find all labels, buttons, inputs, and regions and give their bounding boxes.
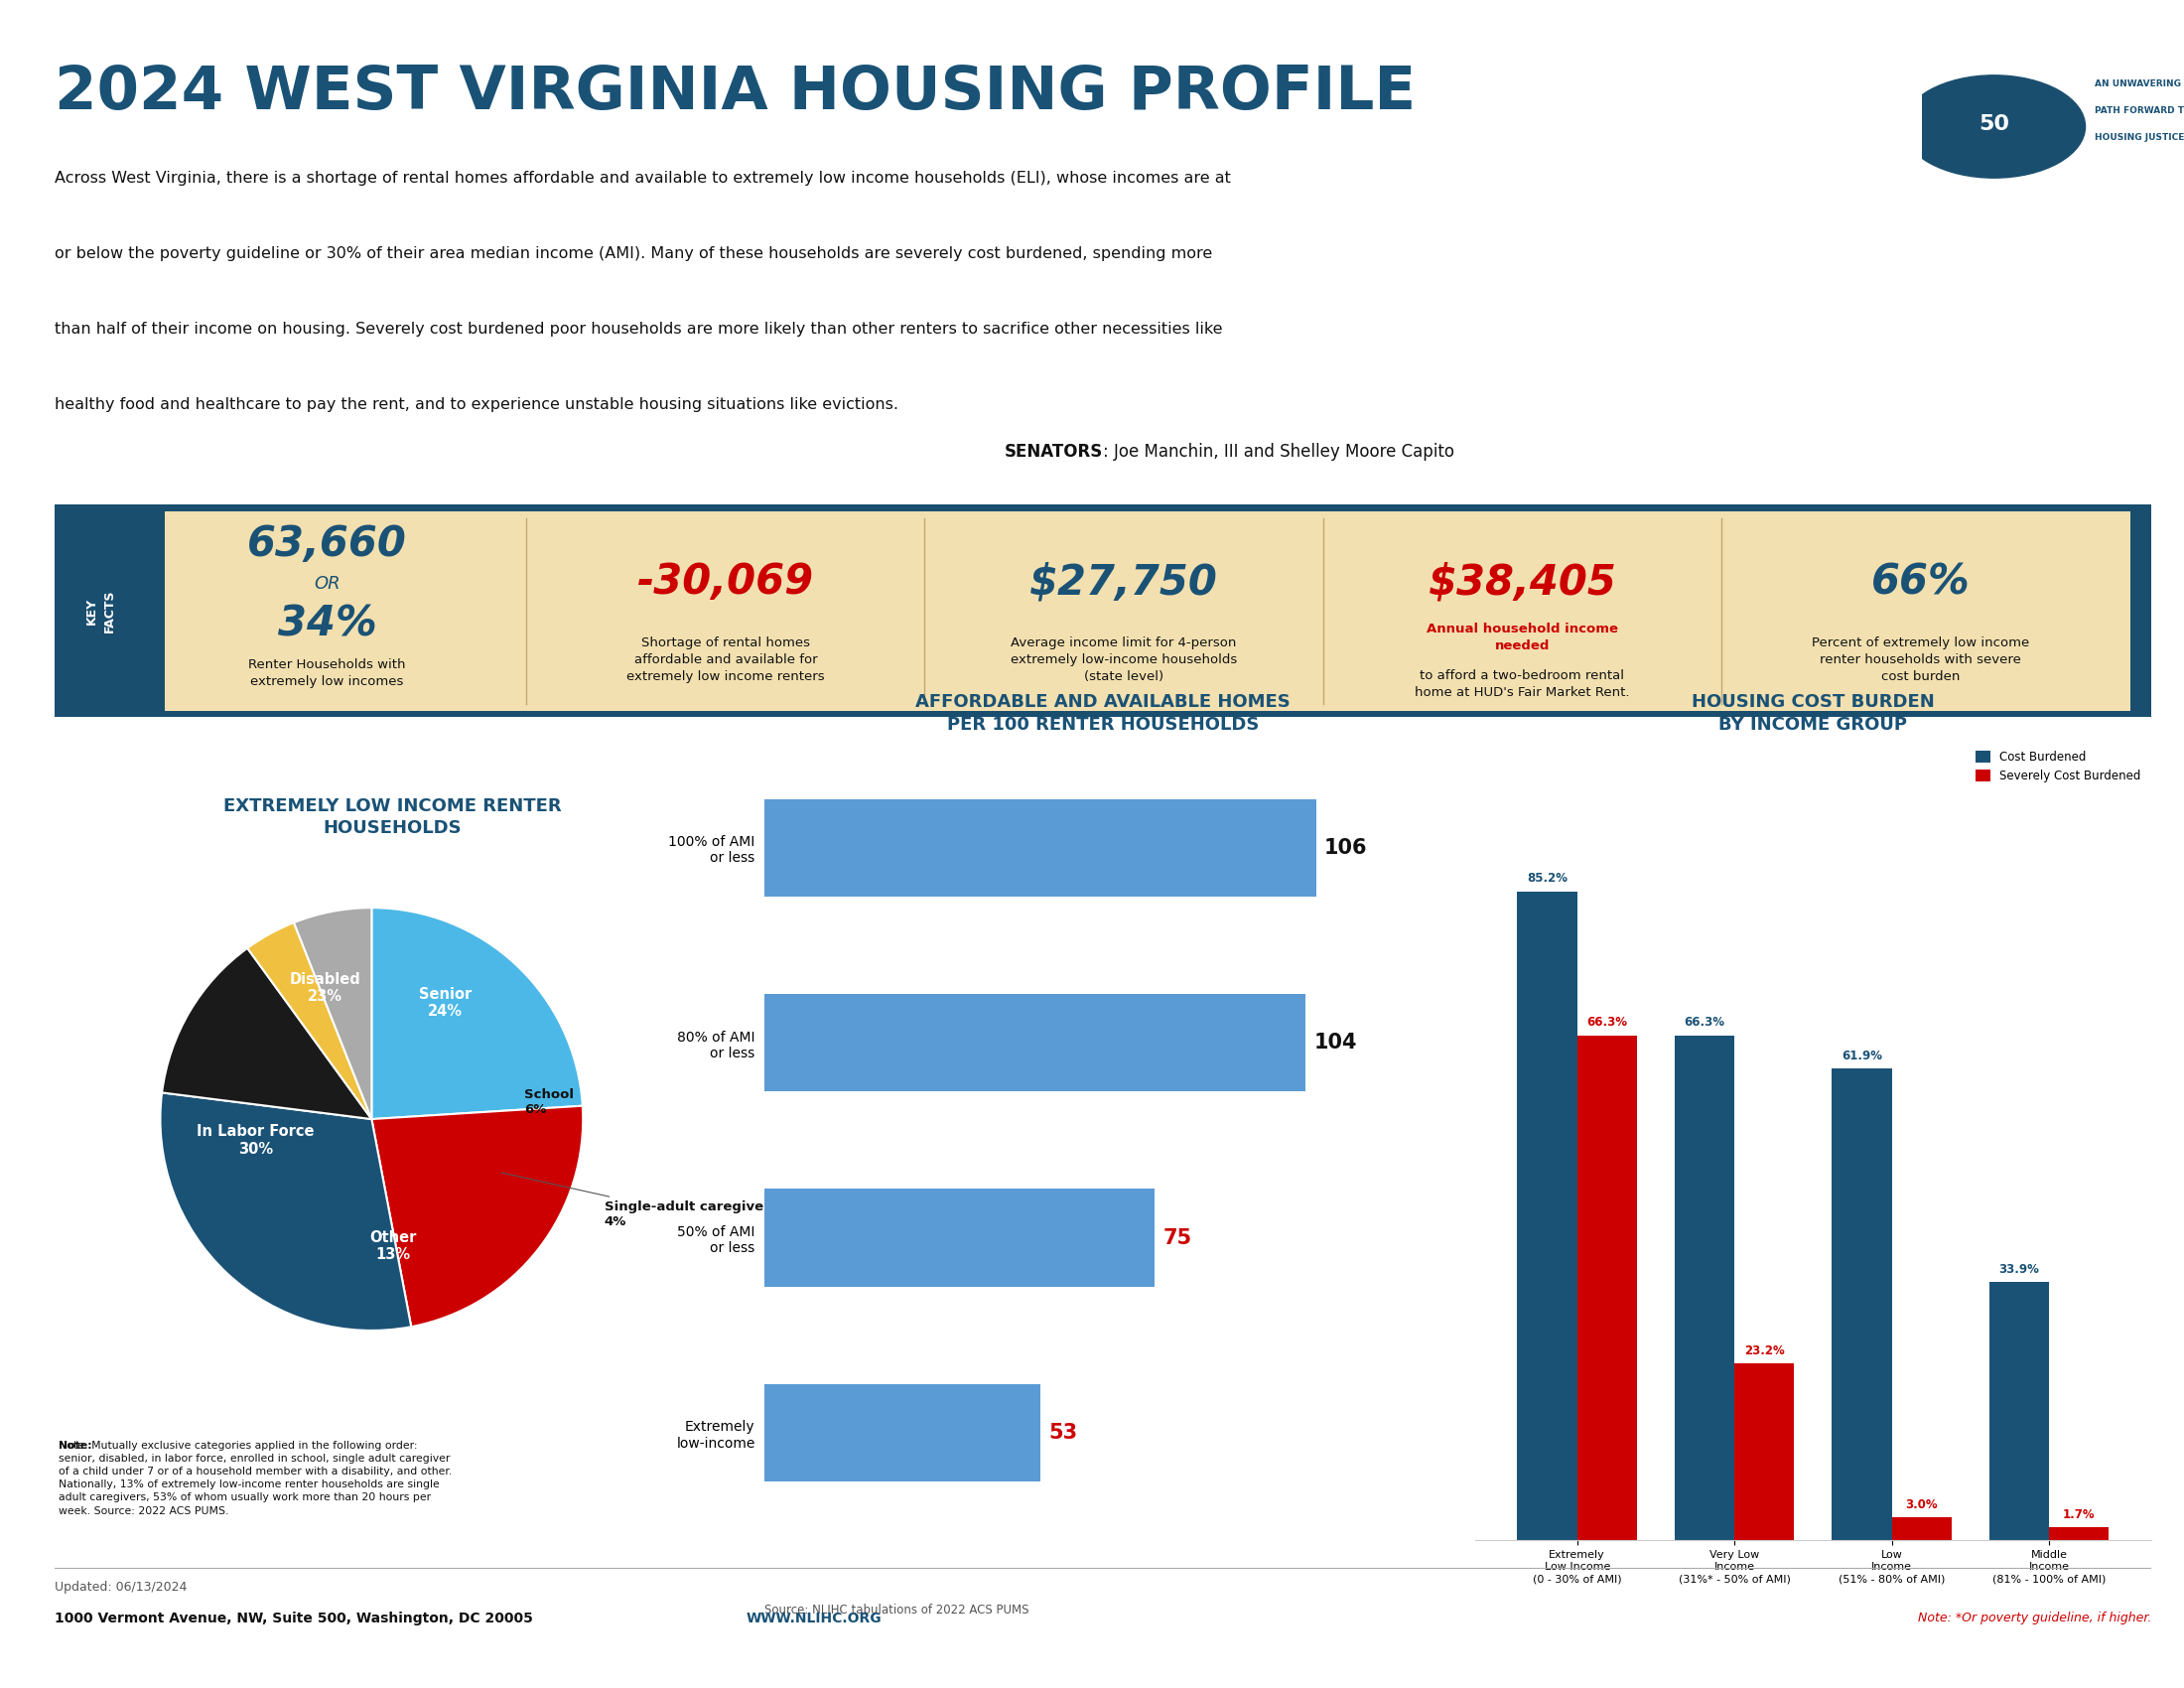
Text: KEY
FACTS: KEY FACTS (85, 589, 116, 633)
Bar (1832, 1069, 1891, 1539)
Text: 104: 104 (1313, 1033, 1356, 1053)
Text: Source: NLIHC tabulations of 2022 ACS PUMS: Source: NLIHC tabulations of 2022 ACS PU… (764, 1604, 1029, 1617)
Title: AFFORDABLE AND AVAILABLE HOMES
PER 100 RENTER HOUSEHOLDS: AFFORDABLE AND AVAILABLE HOMES PER 100 R… (915, 694, 1291, 733)
Text: Average income limit for 4-person
extremely low-income households
(state level): Average income limit for 4-person extrem… (1011, 636, 1236, 684)
Text: Shortage of rental homes
affordable and available for
extremely low income rente: Shortage of rental homes affordable and … (627, 636, 826, 684)
Text: School
6%: School 6% (524, 1089, 574, 1116)
Text: than half of their income on housing. Severely cost burdened poor households are: than half of their income on housing. Se… (55, 322, 1223, 338)
Wedge shape (247, 923, 371, 1119)
Text: AN UNWAVERING: AN UNWAVERING (2094, 79, 2182, 88)
Text: PATH FORWARD TO: PATH FORWARD TO (2094, 106, 2184, 115)
Text: 66.3%: 66.3% (1586, 1016, 1627, 1030)
Title: EXTREMELY LOW INCOME RENTER
HOUSEHOLDS: EXTREMELY LOW INCOME RENTER HOUSEHOLDS (223, 797, 561, 837)
Text: -30,069: -30,069 (638, 560, 815, 603)
Text: 1.7%: 1.7% (2062, 1507, 2094, 1521)
Title: HOUSING COST BURDEN
BY INCOME GROUP: HOUSING COST BURDEN BY INCOME GROUP (1693, 694, 1935, 733)
Wedge shape (371, 1106, 583, 1327)
Text: SENATORS: SENATORS (1005, 442, 1103, 461)
Text: Single-adult caregiver
4%: Single-adult caregiver 4% (500, 1173, 769, 1227)
FancyBboxPatch shape (164, 511, 2129, 711)
Bar (2049, 1528, 2110, 1539)
Text: Note:: Note: (59, 1440, 92, 1450)
Text: 3.0%: 3.0% (1904, 1499, 1937, 1511)
Text: Updated: 06/13/2024: Updated: 06/13/2024 (55, 1580, 188, 1593)
Text: 61.9%: 61.9% (1841, 1050, 1883, 1062)
Text: to afford a two-bedroom rental
home at HUD's Fair Market Rent.: to afford a two-bedroom rental home at H… (1415, 668, 1629, 699)
Text: : Joe Manchin, III and Shelley Moore Capito: : Joe Manchin, III and Shelley Moore Cap… (1103, 442, 1455, 461)
Legend: Cost Burdened, Severely Cost Burdened: Cost Burdened, Severely Cost Burdened (1972, 746, 2145, 787)
Text: 106: 106 (1324, 837, 1367, 858)
Bar (764, 798, 1317, 896)
Text: 85.2%: 85.2% (1527, 873, 1568, 885)
Text: Note: Mutually exclusive categories applied in the following order:
senior, disa: Note: Mutually exclusive categories appl… (59, 1440, 452, 1516)
Text: $38,405: $38,405 (1428, 560, 1616, 603)
Text: Across West Virginia, there is a shortage of rental homes affordable and availab: Across West Virginia, there is a shortag… (55, 170, 1232, 186)
Wedge shape (159, 1092, 411, 1330)
Text: Percent of extremely low income
renter households with severe
cost burden: Percent of extremely low income renter h… (1813, 636, 2029, 684)
Wedge shape (162, 949, 371, 1119)
Text: In Labor Force
30%: In Labor Force 30% (197, 1124, 314, 1156)
Text: WWW.NLIHC.ORG: WWW.NLIHC.ORG (747, 1612, 882, 1626)
Bar (1990, 1281, 2049, 1539)
Circle shape (1902, 76, 2086, 177)
Text: Other
13%: Other 13% (369, 1231, 417, 1263)
Text: 66.3%: 66.3% (1684, 1016, 1725, 1030)
Text: Disabled
23%: Disabled 23% (290, 972, 360, 1004)
FancyBboxPatch shape (55, 505, 2151, 717)
Bar (1891, 1518, 1952, 1539)
Bar (764, 994, 1306, 1092)
Bar (1577, 1035, 1638, 1539)
Text: 53: 53 (1048, 1423, 1077, 1443)
Text: 75: 75 (1162, 1227, 1192, 1247)
Text: 34%: 34% (277, 603, 376, 645)
Text: $27,750: $27,750 (1029, 560, 1219, 603)
Text: Note: *Or poverty guideline, if higher.: Note: *Or poverty guideline, if higher. (1918, 1612, 2151, 1624)
Text: 63,660: 63,660 (247, 523, 406, 565)
Bar (764, 1384, 1040, 1482)
Text: OR: OR (314, 576, 341, 592)
Text: Senior
24%: Senior 24% (419, 987, 472, 1020)
Bar (764, 1188, 1155, 1286)
Bar (1675, 1035, 1734, 1539)
Text: healthy food and healthcare to pay the rent, and to experience unstable housing : healthy food and healthcare to pay the r… (55, 397, 898, 412)
Text: HOUSING JUSTICE: HOUSING JUSTICE (2094, 133, 2184, 142)
Text: Renter Households with
extremely low incomes: Renter Households with extremely low inc… (249, 658, 406, 687)
Bar (1518, 891, 1577, 1539)
Text: 33.9%: 33.9% (1998, 1263, 2040, 1276)
Text: Annual household income
needed: Annual household income needed (1426, 623, 1618, 652)
Text: 2024 WEST VIRGINIA HOUSING PROFILE: 2024 WEST VIRGINIA HOUSING PROFILE (55, 64, 1415, 122)
Text: 23.2%: 23.2% (1745, 1344, 1784, 1357)
Text: 50: 50 (1979, 115, 2009, 133)
Text: 1000 Vermont Avenue, NW, Suite 500, Washington, DC 20005: 1000 Vermont Avenue, NW, Suite 500, Wash… (55, 1612, 542, 1626)
Wedge shape (295, 908, 371, 1119)
Text: or below the poverty guideline or 30% of their area median income (AMI). Many of: or below the poverty guideline or 30% of… (55, 246, 1212, 262)
Bar (1734, 1364, 1795, 1539)
Wedge shape (371, 908, 583, 1119)
Text: 66%: 66% (1872, 560, 1970, 603)
